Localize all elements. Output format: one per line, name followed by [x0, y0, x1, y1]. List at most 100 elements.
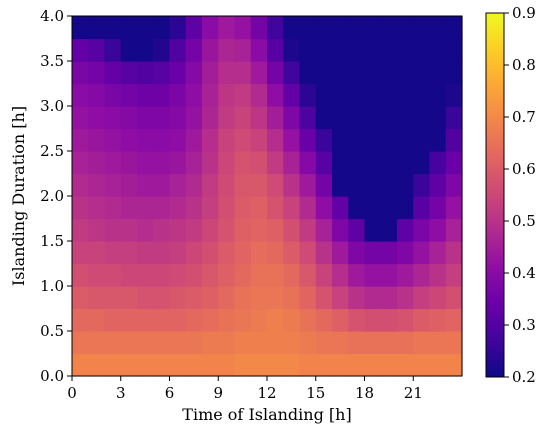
heatmap-cell — [153, 61, 171, 85]
heatmap-cell — [218, 16, 236, 40]
heatmap-cell — [445, 331, 463, 355]
heatmap-cell — [315, 38, 333, 62]
heatmap-cell — [72, 128, 89, 152]
heatmap-cell — [104, 286, 122, 310]
heatmap-cell — [88, 196, 106, 220]
heatmap-cell — [137, 128, 154, 152]
heatmap-cell — [348, 61, 366, 85]
heatmap-cell — [429, 128, 447, 152]
heatmap-cell — [429, 16, 447, 40]
heatmap-cell — [234, 151, 252, 175]
colorbar-tick-label: 0.8 — [512, 56, 536, 74]
heatmap-cell — [380, 106, 398, 130]
heatmap-cell — [234, 38, 252, 62]
heatmap-cell — [202, 286, 219, 310]
heatmap-cell — [234, 353, 252, 377]
heatmap-cell — [120, 263, 138, 287]
heatmap-cell — [234, 241, 252, 265]
heatmap-cell — [364, 173, 382, 197]
heatmap-cell — [429, 83, 447, 107]
heatmap-cell — [348, 128, 366, 152]
heatmap-cell — [104, 83, 122, 107]
heatmap-cell — [283, 61, 301, 85]
heatmap-cell — [380, 16, 398, 40]
heatmap-cell — [364, 61, 382, 85]
heatmap-cell — [88, 308, 106, 332]
heatmap-cell — [72, 38, 89, 62]
heatmap-cell — [120, 38, 138, 62]
heatmap-cell — [234, 61, 252, 85]
heatmap-cell — [413, 106, 431, 130]
heatmap-cell — [169, 151, 187, 175]
heatmap-cell — [429, 151, 447, 175]
heatmap-cell — [413, 61, 431, 85]
heatmap-cell — [364, 83, 382, 107]
heatmap-cell — [234, 263, 252, 287]
x-axis-label: Time of Islanding [h] — [182, 405, 351, 424]
heatmap-cell — [348, 308, 366, 332]
heatmap-cell — [397, 331, 414, 355]
heatmap-cell — [445, 128, 463, 152]
heatmap-cell — [234, 196, 252, 220]
heatmap-cell — [88, 286, 106, 310]
heatmap-cell — [137, 331, 154, 355]
heatmap-cell — [299, 106, 317, 130]
colorbar-tick-label: 0.3 — [512, 316, 536, 334]
heatmap-cell — [169, 218, 187, 242]
heatmap-cell — [429, 353, 447, 377]
heatmap-cell — [137, 16, 154, 40]
heatmap-cell — [104, 128, 122, 152]
heatmap-cell — [169, 83, 187, 107]
heatmap-cell — [429, 196, 447, 220]
heatmap-cell — [153, 218, 171, 242]
heatmap-cell — [72, 241, 89, 265]
heatmap-cell — [72, 286, 89, 310]
heatmap-cell — [315, 308, 333, 332]
heatmap-cell — [348, 173, 366, 197]
heatmap-cell — [250, 308, 268, 332]
heatmap-cell — [315, 151, 333, 175]
heatmap-cell — [348, 151, 366, 175]
heatmap-cell — [299, 286, 317, 310]
heatmap-cell — [315, 331, 333, 355]
heatmap-cell — [250, 38, 268, 62]
heatmap-cell — [72, 196, 89, 220]
heatmap-cell — [88, 61, 106, 85]
heatmap-cell — [299, 353, 317, 377]
heatmap-cell — [315, 128, 333, 152]
heatmap-cell — [250, 106, 268, 130]
heatmap-cell — [104, 331, 122, 355]
heatmap-cell — [413, 331, 431, 355]
heatmap-cell — [332, 241, 349, 265]
heatmap-cell — [169, 106, 187, 130]
heatmap-cell — [413, 353, 431, 377]
heatmap-cell — [299, 196, 317, 220]
heatmap-cell — [185, 331, 203, 355]
heatmap-cell — [315, 61, 333, 85]
heatmap-cell — [397, 151, 414, 175]
heatmap-cell — [348, 286, 366, 310]
heatmap-cell — [413, 151, 431, 175]
heatmap-cell — [153, 173, 171, 197]
heatmap-cell — [250, 128, 268, 152]
heatmap-cell — [380, 83, 398, 107]
heatmap-cell — [283, 151, 301, 175]
heatmap-cell — [234, 218, 252, 242]
heatmap-cell — [202, 128, 219, 152]
y-tick-label: 0.0 — [40, 367, 64, 385]
heatmap-cell — [267, 38, 284, 62]
heatmap-cell — [104, 218, 122, 242]
heatmap-cell — [137, 196, 154, 220]
heatmap-cell — [299, 263, 317, 287]
heatmap-cell — [380, 331, 398, 355]
heatmap-cell — [299, 61, 317, 85]
heatmap-cell — [267, 151, 284, 175]
heatmap-cell — [267, 308, 284, 332]
heatmap-cell — [397, 173, 414, 197]
heatmap-cell — [202, 16, 219, 40]
heatmap-cell — [137, 218, 154, 242]
heatmap-cell — [202, 106, 219, 130]
heatmap-cell — [299, 308, 317, 332]
heatmap-cell — [185, 151, 203, 175]
heatmap-cell — [364, 151, 382, 175]
